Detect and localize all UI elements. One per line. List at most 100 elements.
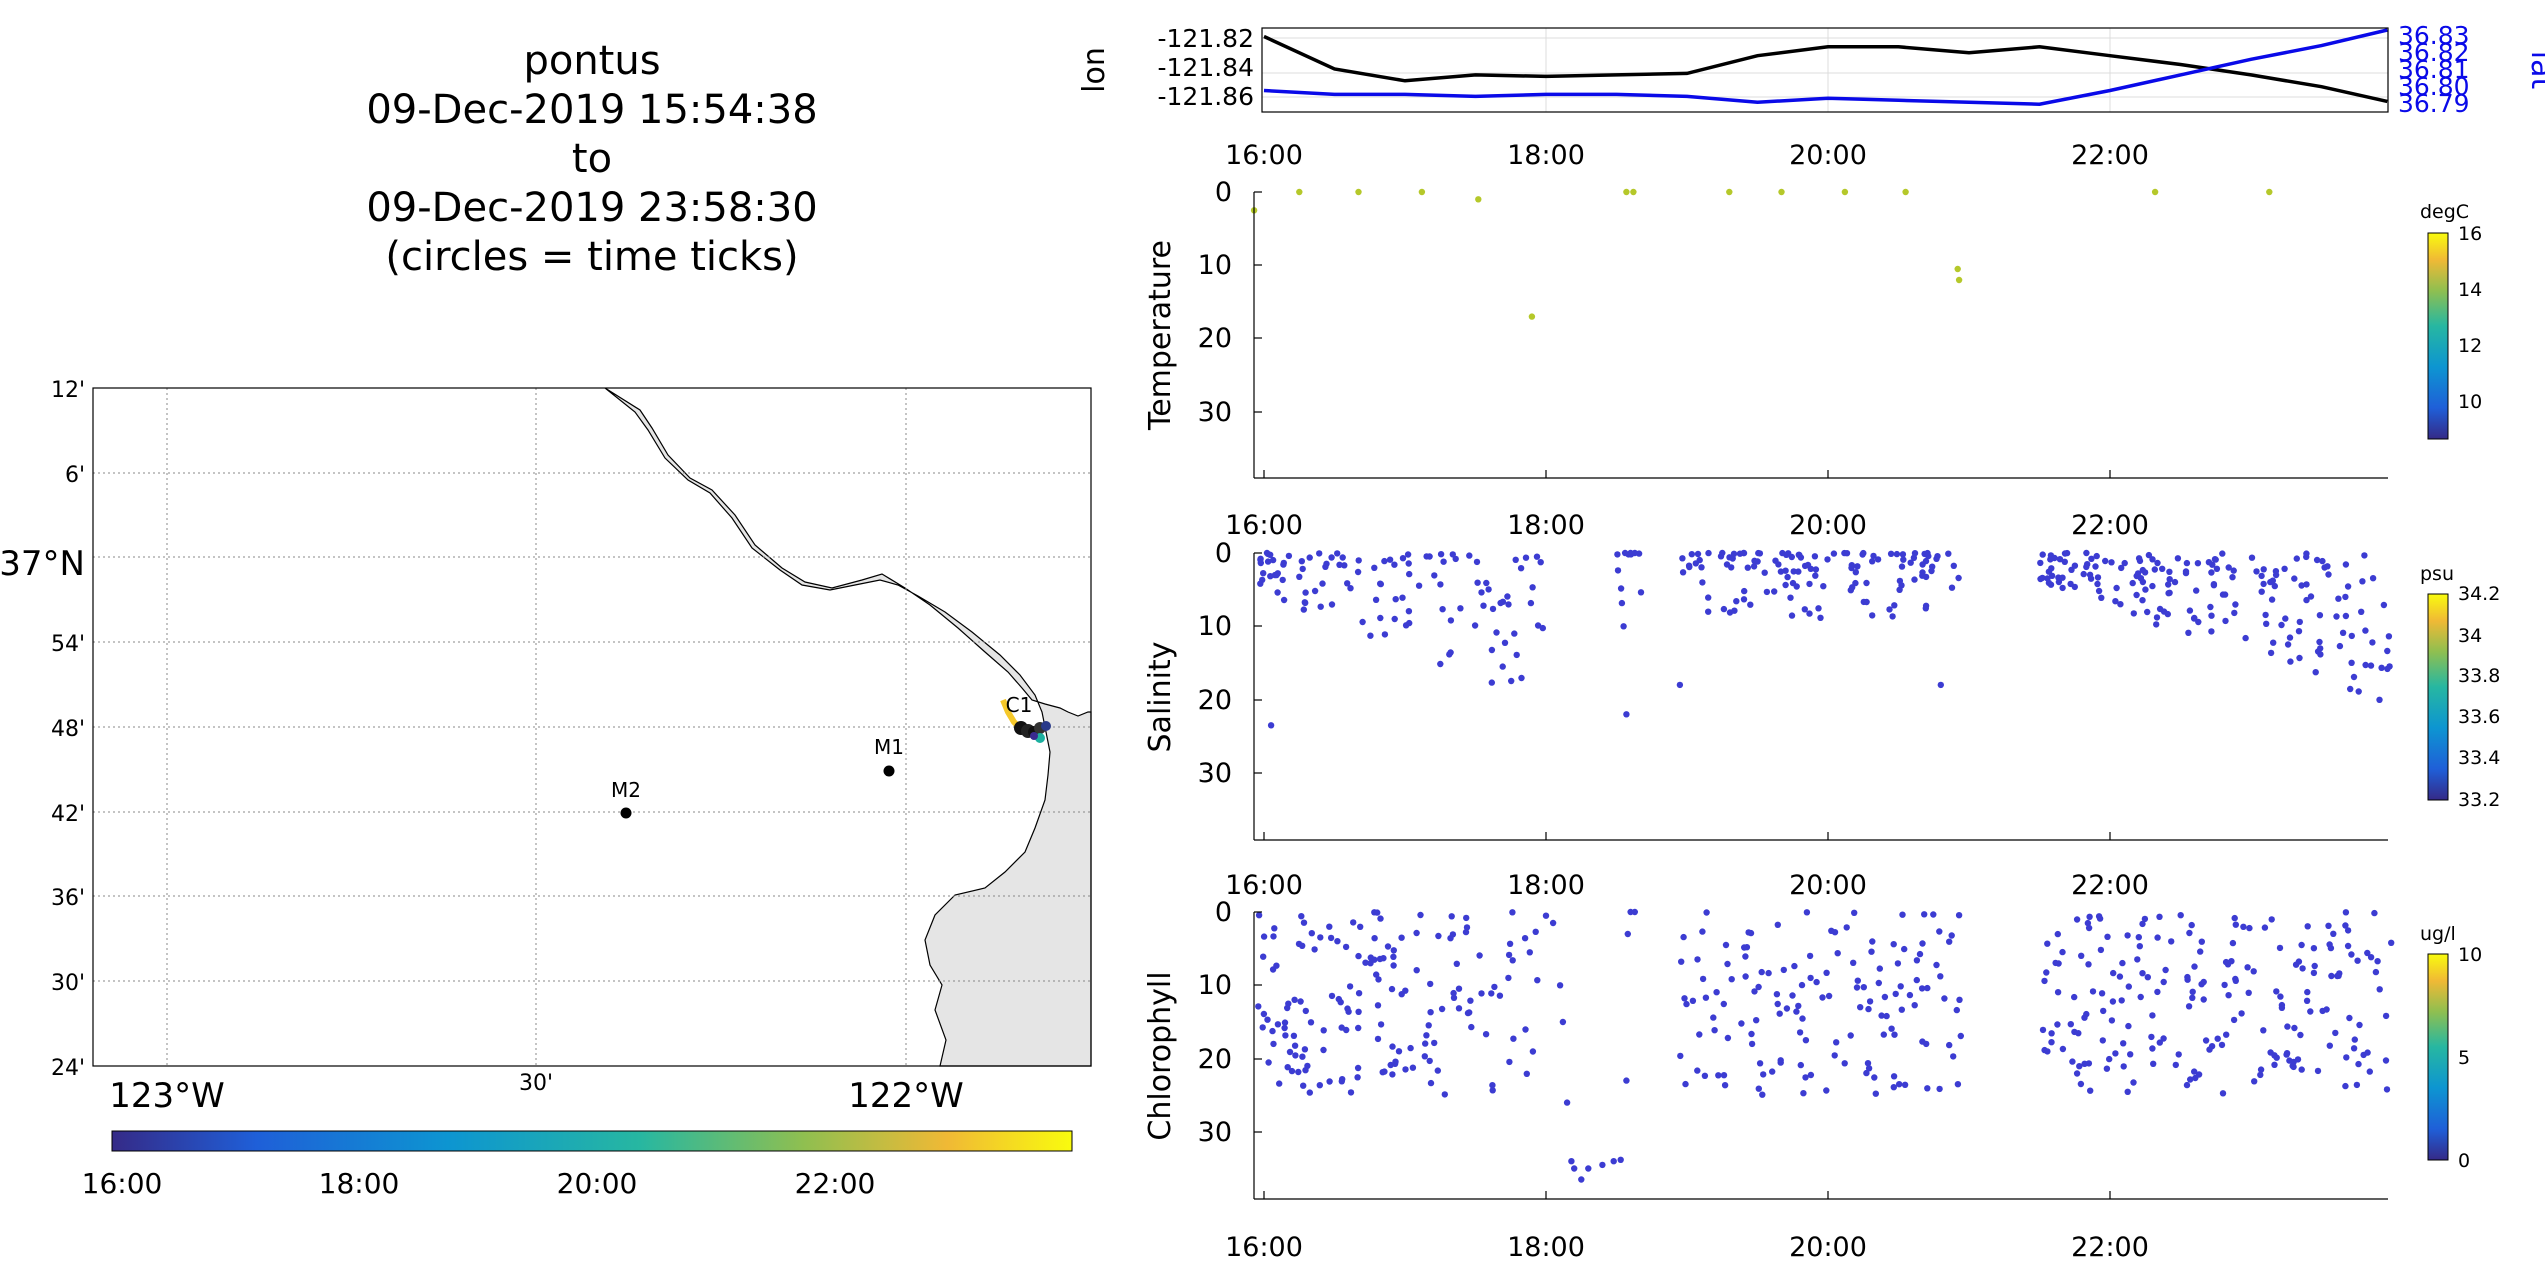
salinity-point (2061, 550, 2069, 557)
salinity-point (1937, 681, 1945, 689)
salinity-point (1824, 556, 1831, 563)
salinity-point (2355, 688, 2362, 695)
chlorophyll-point (1933, 961, 1940, 969)
position-time-tick: 22:00 (2071, 140, 2149, 171)
salinity-point (2263, 620, 2270, 627)
salinity-point (2094, 574, 2102, 581)
chlorophyll-colorbar (2427, 953, 2449, 1161)
chlorophyll-point (1876, 965, 1884, 972)
chlorophyll-point (1463, 924, 1471, 931)
chlorophyll-point (2277, 993, 2284, 1000)
chlorophyll-point (1946, 938, 1953, 945)
salinity-point (2219, 550, 2226, 557)
chlorophyll-point (1742, 973, 1749, 980)
salinity-tick: 10 (1198, 611, 1232, 642)
chlorophyll-point (1421, 1053, 1429, 1060)
chlorophyll-point (1853, 984, 1861, 991)
chlorophyll-point (1337, 999, 1344, 1006)
chlorophyll-point (2342, 909, 2350, 916)
chlorophyll-upper-time-tick: 16:00 (1225, 870, 1303, 901)
chlorophyll-point (1585, 1165, 1592, 1172)
salinity-point (1852, 569, 1860, 576)
chlorophyll-point (2284, 1023, 2291, 1030)
salinity-point (1705, 594, 1712, 601)
chlorophyll-point (2108, 1017, 2116, 1024)
salinity-point (1328, 554, 1335, 561)
chlorophyll-point (2343, 1054, 2350, 1061)
chlorophyll-point (1774, 1000, 1781, 1008)
salinity-point (1817, 614, 1824, 621)
chlorophyll-point (1899, 911, 1906, 918)
salinity-colorbar-unit: psu (2420, 563, 2454, 585)
salinity-point (2347, 685, 2354, 693)
chlorophyll-point (2186, 929, 2193, 937)
chlorophyll-point (2364, 949, 2371, 957)
salinity-point (2195, 618, 2202, 626)
chlorophyll-point (2353, 1081, 2361, 1089)
chlorophyll-point (1367, 960, 1374, 967)
chlorophyll-point (1407, 1044, 1414, 1052)
chlorophyll-point (2311, 962, 2318, 970)
chlorophyll-panel: 0 10 20 30 Chlorophyll 16:00 18:00 20:00… (1143, 870, 2482, 1263)
chlorophyll-point (2304, 923, 2311, 930)
chlorophyll-point (2189, 994, 2196, 1001)
salinity-point (1729, 555, 1736, 562)
chlorophyll-point (1402, 987, 1409, 994)
chlorophyll-point (1468, 1023, 1475, 1031)
salinity-point (1473, 558, 1481, 566)
chlorophyll-point (2344, 927, 2352, 934)
chlorophyll-point (1901, 1081, 1909, 1089)
salinity-point (1922, 573, 1930, 581)
chlorophyll-point (1320, 1046, 1327, 1054)
temperature-tick: 0 (1215, 177, 1232, 208)
salinity-point (2121, 559, 2128, 567)
salinity-point (1483, 579, 1490, 587)
chlorophyll-point (1286, 1048, 1294, 1056)
salinity-point (2303, 596, 2310, 604)
chlorophyll-point (1463, 914, 1470, 922)
salinity-point (2284, 641, 2292, 648)
salinity-point (1529, 584, 1536, 591)
chlorophyll-point (2245, 989, 2252, 996)
salinity-point (2333, 613, 2340, 620)
chlorophyll-point (2383, 1086, 2391, 1093)
chlorophyll-point (1696, 1031, 1703, 1038)
chlorophyll-point (1806, 952, 1814, 960)
chlorophyll-point (1271, 925, 1278, 932)
salinity-point (2061, 558, 2068, 565)
map-lat-tick: 12' (51, 378, 85, 403)
chlorophyll-point (2125, 1022, 2132, 1030)
salinity-colorbar-tick: 33.6 (2458, 706, 2500, 728)
chlorophyll-point (1438, 1005, 1446, 1013)
salinity-point (1415, 582, 1423, 589)
chlorophyll-point (2071, 993, 2078, 1001)
chlorophyll-point (1831, 929, 1839, 936)
salinity-point (2303, 581, 2310, 588)
lat-tick: 36.80 (2398, 72, 2470, 101)
chlorophyll-point (1937, 973, 1944, 980)
chlorophyll-point (2192, 1074, 2199, 1082)
time-colorbar-tick: 22:00 (795, 1167, 876, 1200)
salinity-point (1789, 579, 1797, 587)
chlorophyll-point (1273, 962, 1280, 969)
chlorophyll-point (2097, 946, 2105, 954)
salinity-point (1437, 551, 1445, 558)
chlorophyll-point (2130, 1079, 2137, 1086)
salinity-point (1631, 549, 1639, 557)
salinity-point (1744, 564, 1752, 571)
chlorophyll-point (2100, 1007, 2107, 1015)
chlorophyll-point (1522, 1026, 1529, 1033)
chlorophyll-point (1694, 956, 1701, 963)
chlorophyll-point (2175, 1051, 2182, 1058)
salinity-point (1617, 585, 1625, 592)
salinity-axis-label: Salinity (1143, 642, 1178, 753)
salinity-tick: 0 (1215, 538, 1232, 569)
salinity-point (1679, 555, 1686, 562)
position-series (1263, 28, 2388, 106)
salinity-point (1298, 558, 1306, 565)
temperature-colorbar-tick: 12 (2458, 335, 2482, 357)
chlorophyll-point (1344, 1005, 1351, 1012)
chlorophyll-point (1265, 1059, 1272, 1066)
salinity-point (2108, 559, 2115, 566)
chlorophyll-point (1422, 1040, 1429, 1047)
